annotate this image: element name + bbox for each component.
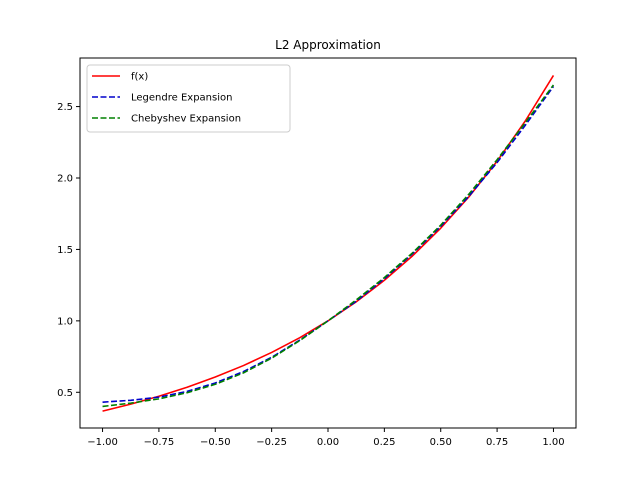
legend-label: Chebyshev Expansion xyxy=(131,114,241,125)
y-tick-label: 1.5 xyxy=(57,245,73,256)
x-tick-label: 0.25 xyxy=(373,437,395,448)
legend-label: f(x) xyxy=(131,72,148,83)
x-tick-label: −0.25 xyxy=(256,437,287,448)
x-tick-label: −0.75 xyxy=(144,437,175,448)
y-tick-label: 2.5 xyxy=(57,102,73,113)
y-tick-label: 2.0 xyxy=(57,174,73,185)
y-tick-label: 0.5 xyxy=(57,388,73,399)
y-tick-label: 1.0 xyxy=(57,316,73,327)
legend: f(x) Legendre Expansion Chebyshev Expansio… xyxy=(86,64,291,133)
x-tick-label: −1.00 xyxy=(87,437,118,448)
legend-label: Legendre Expansion xyxy=(131,93,232,104)
series-layer xyxy=(102,75,555,412)
series-line-legendre-expansion xyxy=(102,85,555,403)
x-tick-label: 0.50 xyxy=(430,437,452,448)
x-tick-label: 1.00 xyxy=(542,437,564,448)
x-tick-label: 0.75 xyxy=(486,437,508,448)
x-axis: −1.00 −0.75 −0.50 −0.25 0.00 0.25 0.50 0.75 1.00 xyxy=(87,428,565,448)
x-tick-label: 0.00 xyxy=(317,437,339,448)
legend-box xyxy=(86,64,291,133)
chart-title: L2 Approximation xyxy=(275,38,381,52)
x-tick-label: −0.50 xyxy=(200,437,231,448)
y-axis: 0.5 1.0 1.5 2.0 2.5 xyxy=(57,102,80,399)
